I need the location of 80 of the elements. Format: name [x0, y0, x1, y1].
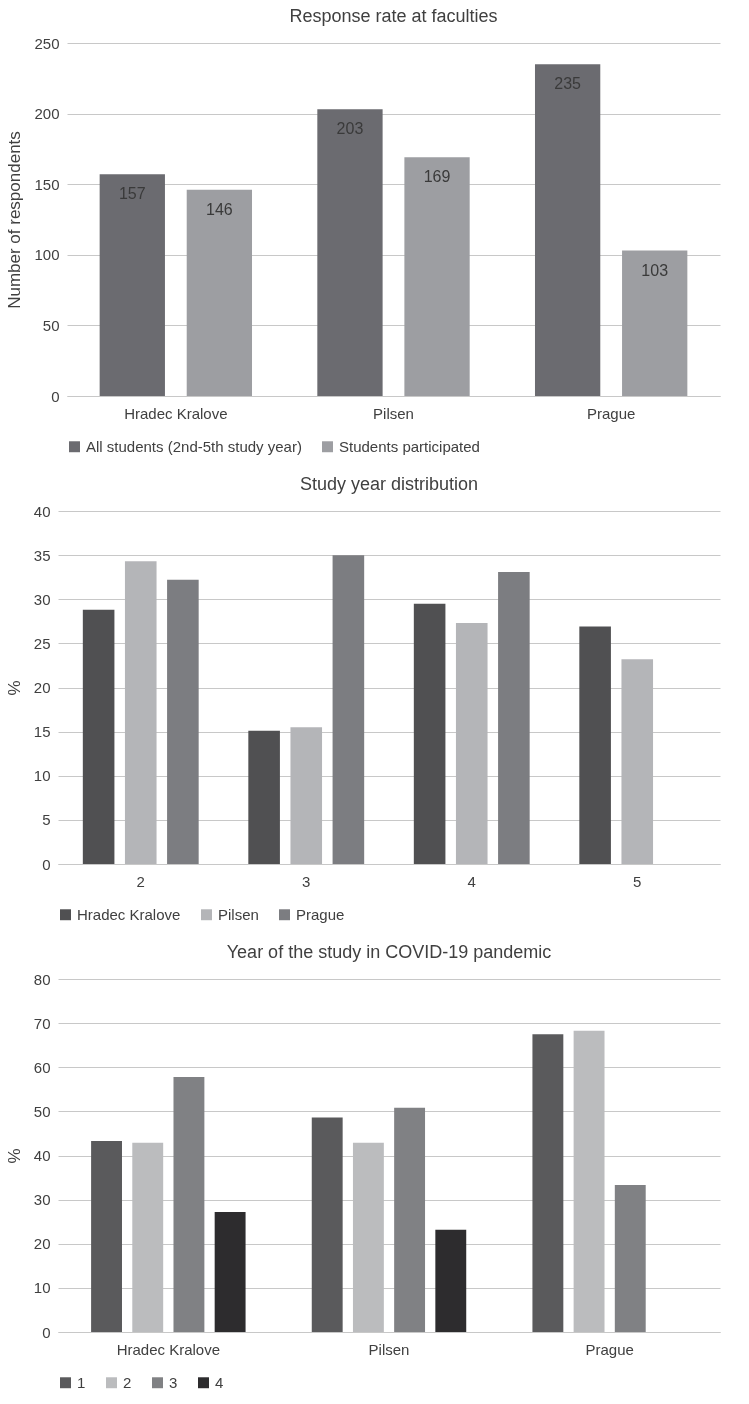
y-tick-label: 200	[34, 105, 60, 123]
x-tick-label: Prague	[586, 404, 636, 422]
y-tick-label: 0	[42, 1323, 51, 1341]
bar	[498, 571, 530, 864]
y-tick-label: 60	[33, 1058, 51, 1076]
bar	[532, 1034, 564, 1332]
bar	[573, 1030, 605, 1332]
bar	[91, 1140, 122, 1332]
legend-label: 1	[77, 1373, 86, 1391]
y-tick-label: 20	[33, 679, 51, 696]
legend-label: Hradec Kralove	[77, 905, 181, 923]
bar	[317, 109, 383, 396]
y-tick-label: 40	[33, 1147, 51, 1164]
data-label: 146	[206, 200, 233, 218]
bar	[173, 1076, 205, 1332]
y-axis-title: Number of respondents	[5, 131, 25, 309]
y-tick-label: 30	[33, 1191, 51, 1209]
y-tick-label: 100	[34, 246, 60, 264]
bar	[614, 1185, 646, 1332]
y-tick-label: 70	[33, 1014, 51, 1032]
y-tick-label: 35	[33, 546, 51, 564]
bar	[290, 727, 323, 864]
bar	[579, 626, 611, 864]
bar	[622, 250, 688, 396]
chart-title: Year of the study in COVID-19 pandemic	[226, 942, 552, 962]
x-tick-label: 5	[633, 872, 642, 890]
bar	[352, 1142, 384, 1332]
legend-label: All students (2nd-5th study year)	[86, 437, 302, 455]
bar	[621, 659, 654, 864]
legend-label: 2	[123, 1373, 132, 1391]
bar	[311, 1117, 343, 1332]
x-tick-label: Pilsen	[373, 404, 414, 422]
bar	[186, 189, 253, 396]
bar	[404, 157, 470, 396]
y-tick-label: 50	[33, 1102, 51, 1120]
y-tick-label: 250	[34, 34, 60, 52]
y-tick-label: 80	[33, 970, 51, 988]
legend-label: Students participated	[339, 437, 480, 455]
y-tick-label: 10	[33, 1279, 51, 1297]
y-tick-label: 10	[33, 767, 51, 785]
x-tick-label: Prague	[585, 1340, 634, 1358]
x-tick-label: 4	[467, 872, 476, 890]
data-label: 103	[641, 261, 669, 279]
y-tick-label: 40	[33, 502, 51, 520]
legend-label: Pilsen	[218, 905, 259, 923]
y-tick-label: 20	[33, 1235, 51, 1253]
chart-title: Study year distribution	[299, 474, 479, 494]
y-tick-label: 15	[33, 723, 51, 741]
bar	[167, 579, 199, 864]
bar	[214, 1211, 246, 1332]
bar	[99, 174, 165, 396]
bar	[332, 555, 365, 864]
x-tick-label: Hradec Kralove	[124, 404, 228, 422]
bar	[413, 603, 446, 864]
y-axis-title: %	[4, 1148, 24, 1164]
bar	[132, 1142, 164, 1332]
y-tick-label: 30	[33, 590, 51, 608]
bar	[82, 609, 115, 864]
bar	[248, 730, 280, 864]
chart-title: Response rate at faculties	[289, 6, 498, 26]
bar	[455, 623, 488, 864]
y-tick-label: 150	[34, 175, 60, 193]
legend-label: Prague	[296, 905, 345, 923]
bar	[534, 64, 601, 396]
x-tick-label: 2	[136, 872, 145, 890]
bar	[124, 561, 157, 864]
y-tick-label: 25	[33, 634, 51, 652]
bar	[394, 1107, 426, 1332]
y-tick-label: 0	[42, 855, 51, 873]
y-tick-label: 50	[42, 316, 60, 334]
y-tick-label: 0	[51, 387, 60, 405]
data-label: 169	[423, 168, 451, 186]
x-tick-label: Pilsen	[368, 1340, 410, 1358]
x-tick-label: 3	[302, 872, 311, 890]
legend-label: 4	[215, 1373, 224, 1391]
bar	[435, 1229, 467, 1332]
legend-label: 3	[169, 1373, 178, 1391]
y-tick-label: 5	[42, 811, 51, 829]
x-tick-label: Hradec Kralove	[116, 1340, 221, 1358]
y-axis-title: %	[4, 680, 24, 696]
